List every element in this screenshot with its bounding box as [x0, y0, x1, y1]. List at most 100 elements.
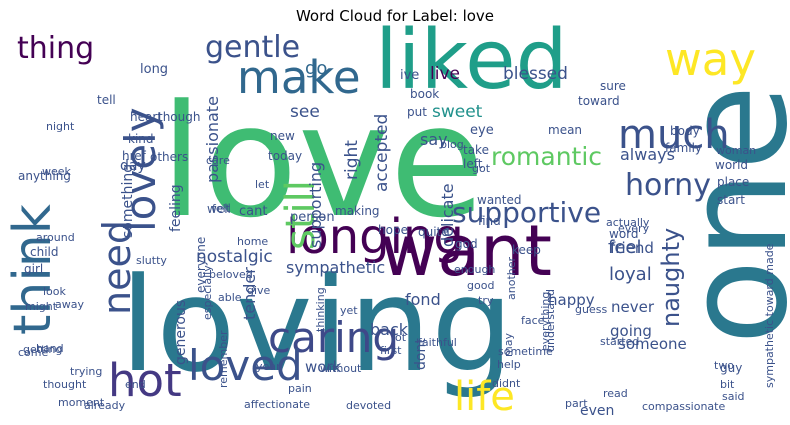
word-life: life	[454, 374, 515, 420]
word-cant: cant	[239, 204, 267, 219]
word-start: start	[717, 193, 745, 207]
word-hope: hope	[378, 223, 408, 237]
word-beloved: beloved	[209, 268, 253, 281]
word-affectionate: affectionate	[244, 398, 310, 411]
word-dont: dont	[413, 338, 429, 370]
chart-title: Word Cloud for Label: love	[295, 7, 495, 25]
word-longing: longing	[286, 209, 464, 265]
word-others: others	[150, 150, 188, 164]
word-making: making	[335, 204, 380, 218]
word-nostalgic: nostalgic	[196, 247, 273, 267]
word-faithful: faithful	[418, 336, 457, 349]
word-day: day	[120, 158, 146, 174]
word-body: body	[670, 124, 700, 138]
word-supporting: supporting	[306, 162, 325, 248]
word-trying: trying	[70, 365, 102, 378]
word-today: today	[268, 149, 302, 163]
word-didnt: didnt	[492, 377, 521, 390]
word-already: already	[84, 399, 126, 412]
word-generous: generous	[173, 300, 189, 365]
word-love: love	[160, 71, 485, 252]
word-pain: pain	[288, 382, 312, 395]
word-let: let	[255, 178, 270, 191]
word-especially: especially	[201, 265, 214, 320]
word-god: god	[455, 237, 478, 251]
word-delicate: delicate	[438, 183, 457, 247]
word-woman: woman	[716, 144, 756, 157]
word-wanted: wanted	[477, 193, 521, 207]
word-toward: toward	[578, 94, 620, 108]
word-give: give	[247, 284, 271, 297]
word-first: first	[380, 344, 402, 357]
word-feel: feel	[608, 237, 642, 258]
word-hot: hot	[108, 354, 182, 407]
word-person: person	[290, 210, 335, 225]
word-without: without	[320, 362, 362, 375]
word-loyal: loyal	[609, 264, 652, 285]
word-long: long	[140, 62, 168, 77]
word-help: help	[497, 358, 521, 371]
word-another: another	[505, 257, 518, 300]
word-devoted: devoted	[346, 399, 391, 412]
word-mean: mean	[548, 123, 582, 137]
word-loved: loved	[188, 341, 303, 390]
word-accepted: accepted	[372, 114, 392, 192]
word-back: back	[370, 320, 409, 339]
word-world: world	[715, 158, 748, 172]
word-sweet: sweet	[432, 102, 483, 122]
word-work: work	[305, 358, 342, 376]
word-make: make	[237, 51, 361, 104]
word-new: new	[270, 129, 295, 143]
word-thought: thought	[43, 378, 87, 391]
word-loving: loving	[120, 249, 514, 401]
word-though: though	[158, 110, 200, 124]
word-need: need	[95, 220, 139, 315]
word-put: put	[407, 105, 427, 119]
word-happy: happy	[548, 291, 595, 309]
word-heart: heart	[130, 110, 162, 124]
word-may: may	[502, 333, 515, 357]
word-always: always	[620, 145, 675, 164]
word-thinking: thinking	[314, 287, 327, 332]
word-left: left	[463, 157, 483, 171]
word-read: read	[603, 387, 628, 400]
word-thing: thing	[17, 31, 94, 66]
word-bit: bit	[720, 378, 735, 391]
word-ive: ive	[400, 68, 419, 83]
word-week: week	[42, 165, 72, 178]
word-compassionate: compassionate	[642, 400, 725, 413]
word-go: go	[305, 58, 327, 79]
word-someone: someone	[618, 335, 687, 353]
word-try: try	[478, 294, 494, 307]
word-href: href	[122, 149, 147, 163]
word-sympathetic-toward-made: sympathetic toward made	[763, 243, 776, 388]
word-book: book	[410, 87, 439, 101]
word-guess: guess	[575, 303, 607, 316]
word-every: every	[618, 222, 650, 235]
word-enough: enough	[454, 263, 495, 276]
word-everyone: everyone	[194, 237, 208, 293]
word-tell: tell	[97, 93, 116, 107]
word-started: started	[600, 335, 639, 348]
word-place: place	[717, 175, 749, 189]
word-said: said	[722, 390, 745, 403]
word-night: night	[46, 120, 75, 133]
word-way: way	[665, 33, 756, 86]
word-liked: liked	[375, 13, 568, 108]
word-lot: lot	[392, 331, 407, 344]
word-take: take	[463, 143, 489, 157]
word-naughty: naughty	[657, 228, 685, 327]
word-one: one	[656, 84, 790, 345]
word-right: right	[342, 140, 362, 180]
word-tender: tender	[240, 267, 259, 320]
word-gentle: gentle	[205, 30, 300, 65]
word-face: face	[521, 314, 545, 327]
word-around: around	[36, 231, 75, 244]
word-good: good	[467, 279, 494, 292]
word-fond: fond	[405, 290, 441, 309]
word-horny: horny	[625, 168, 711, 203]
word-year: year	[256, 360, 281, 373]
word-find: find	[478, 214, 501, 228]
word-family: family	[665, 141, 702, 155]
